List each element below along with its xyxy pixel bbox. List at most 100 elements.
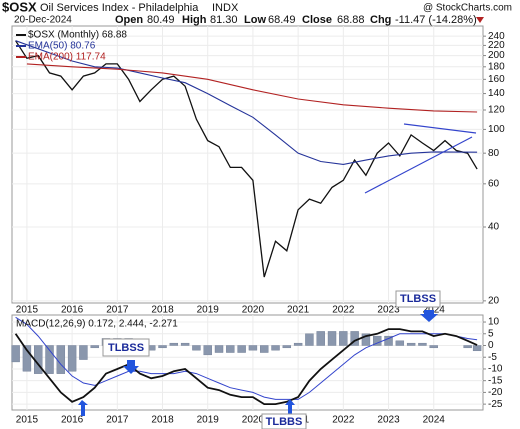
x-tick-label: 2023 xyxy=(377,415,400,426)
histogram-bar xyxy=(373,335,382,346)
x-tick-label: 2023 xyxy=(377,305,400,316)
annotation: TLBSS xyxy=(108,342,144,354)
x-tick-label: 2017 xyxy=(106,305,129,316)
histogram-bar xyxy=(271,345,280,351)
x-tick-label: 2019 xyxy=(197,305,220,316)
histogram-bar xyxy=(45,345,54,374)
histogram-bar xyxy=(214,345,224,353)
chg: -11.47 (-14.28%) xyxy=(395,14,477,26)
histogram-bar xyxy=(361,333,371,346)
x-tick-label: 2015 xyxy=(16,305,39,316)
y-tick-label: -25 xyxy=(488,399,503,410)
x-tick-label: 2016 xyxy=(61,305,84,316)
signal-line xyxy=(15,316,478,400)
y-tick-label: 80 xyxy=(488,148,500,159)
y-tick-label: 200 xyxy=(488,50,505,61)
legend-label: $OSX (Monthly) 68.88 xyxy=(28,30,127,41)
close: 68.88 xyxy=(337,14,365,26)
histogram-bar xyxy=(384,335,393,346)
histogram-bar xyxy=(158,345,167,349)
arrow xyxy=(123,360,139,374)
histogram-bar xyxy=(226,345,235,353)
arrow xyxy=(420,310,438,322)
annotation-box xyxy=(102,338,150,357)
y-tick-label: 120 xyxy=(488,105,505,116)
close-label: Close xyxy=(302,14,332,26)
x-tick-label: 2021 xyxy=(287,305,310,316)
macd-line xyxy=(14,328,478,405)
histogram-bar xyxy=(395,340,405,346)
histogram-bar xyxy=(316,331,325,346)
annotation: TLBSS xyxy=(400,293,436,305)
trend-line xyxy=(403,123,477,134)
x-tick-label: 2024 xyxy=(423,415,446,426)
histogram-bar xyxy=(79,345,88,360)
annotation-box xyxy=(261,413,307,429)
histogram-bar xyxy=(472,345,482,352)
histogram-bar xyxy=(418,342,427,346)
trend-line xyxy=(364,136,473,194)
histogram-bar xyxy=(203,345,212,356)
histogram-bar xyxy=(406,342,416,346)
y-tick-label: 220 xyxy=(488,40,505,51)
price-line xyxy=(15,40,478,278)
histogram-bar xyxy=(90,345,99,349)
histogram-bar xyxy=(56,345,66,374)
x-tick-label: 2022 xyxy=(332,415,355,426)
histogram-bar xyxy=(463,345,472,349)
y-tick-label: 5 xyxy=(488,328,494,339)
y-tick-label: 180 xyxy=(488,61,505,72)
legend-label: EMA(50) 80.76 xyxy=(28,41,96,52)
exchange: INDX xyxy=(212,2,239,14)
x-tick-label: 2018 xyxy=(151,415,174,426)
histogram-bar xyxy=(260,345,269,353)
x-tick-label: 2015 xyxy=(16,415,39,426)
high-label: High xyxy=(182,14,207,26)
y-tick-label: 100 xyxy=(488,124,505,135)
x-tick-label: 2020 xyxy=(242,415,265,426)
arrow xyxy=(285,399,295,416)
annotation-box xyxy=(395,290,441,308)
low: 68.49 xyxy=(268,14,296,26)
histogram-bar xyxy=(248,345,258,351)
y-tick-label: 10 xyxy=(488,317,500,328)
x-tick-label: 2019 xyxy=(197,415,220,426)
down-arrow xyxy=(476,17,484,23)
symbol: $OSX xyxy=(2,0,37,14)
histogram-bar xyxy=(327,331,337,346)
x-tick-label: 2022 xyxy=(332,305,355,316)
histogram-bar xyxy=(67,345,77,372)
histogram-bar xyxy=(11,345,20,363)
macd-panel xyxy=(11,314,484,411)
low-label: Low xyxy=(244,14,266,26)
source: @ StockCharts.com xyxy=(423,3,512,14)
x-tick-label: 2018 xyxy=(151,305,174,316)
histogram-bar xyxy=(237,345,246,353)
y-tick-label: 160 xyxy=(488,74,505,85)
x-tick-label: 2017 xyxy=(106,415,129,426)
histogram-bar xyxy=(180,342,190,346)
open: 80.49 xyxy=(147,14,175,26)
index-name: Oil Services Index - Philadelphia xyxy=(40,2,199,14)
x-tick-label: 2016 xyxy=(61,415,84,426)
x-tick-label: 2020 xyxy=(242,305,265,316)
histogram-bar xyxy=(22,345,32,372)
y-tick-label: 0 xyxy=(488,340,494,351)
y-tick-label: 40 xyxy=(488,222,500,233)
price-panel xyxy=(11,25,484,304)
histogram-bar xyxy=(429,345,438,349)
histogram-bar xyxy=(339,331,348,346)
high: 81.30 xyxy=(210,14,238,26)
arrow xyxy=(78,400,88,416)
histogram-bar xyxy=(169,342,179,346)
date: 20-Dec-2024 xyxy=(14,15,72,26)
legend-label: EMA(200) 117.74 xyxy=(28,52,106,63)
histogram-bar xyxy=(282,345,292,349)
y-tick-label: 20 xyxy=(488,295,500,306)
chg-label: Chg xyxy=(370,14,391,26)
annotation: TLBBS xyxy=(266,416,303,428)
y-tick-label: -15 xyxy=(488,375,503,386)
y-tick-label: -20 xyxy=(488,387,503,398)
